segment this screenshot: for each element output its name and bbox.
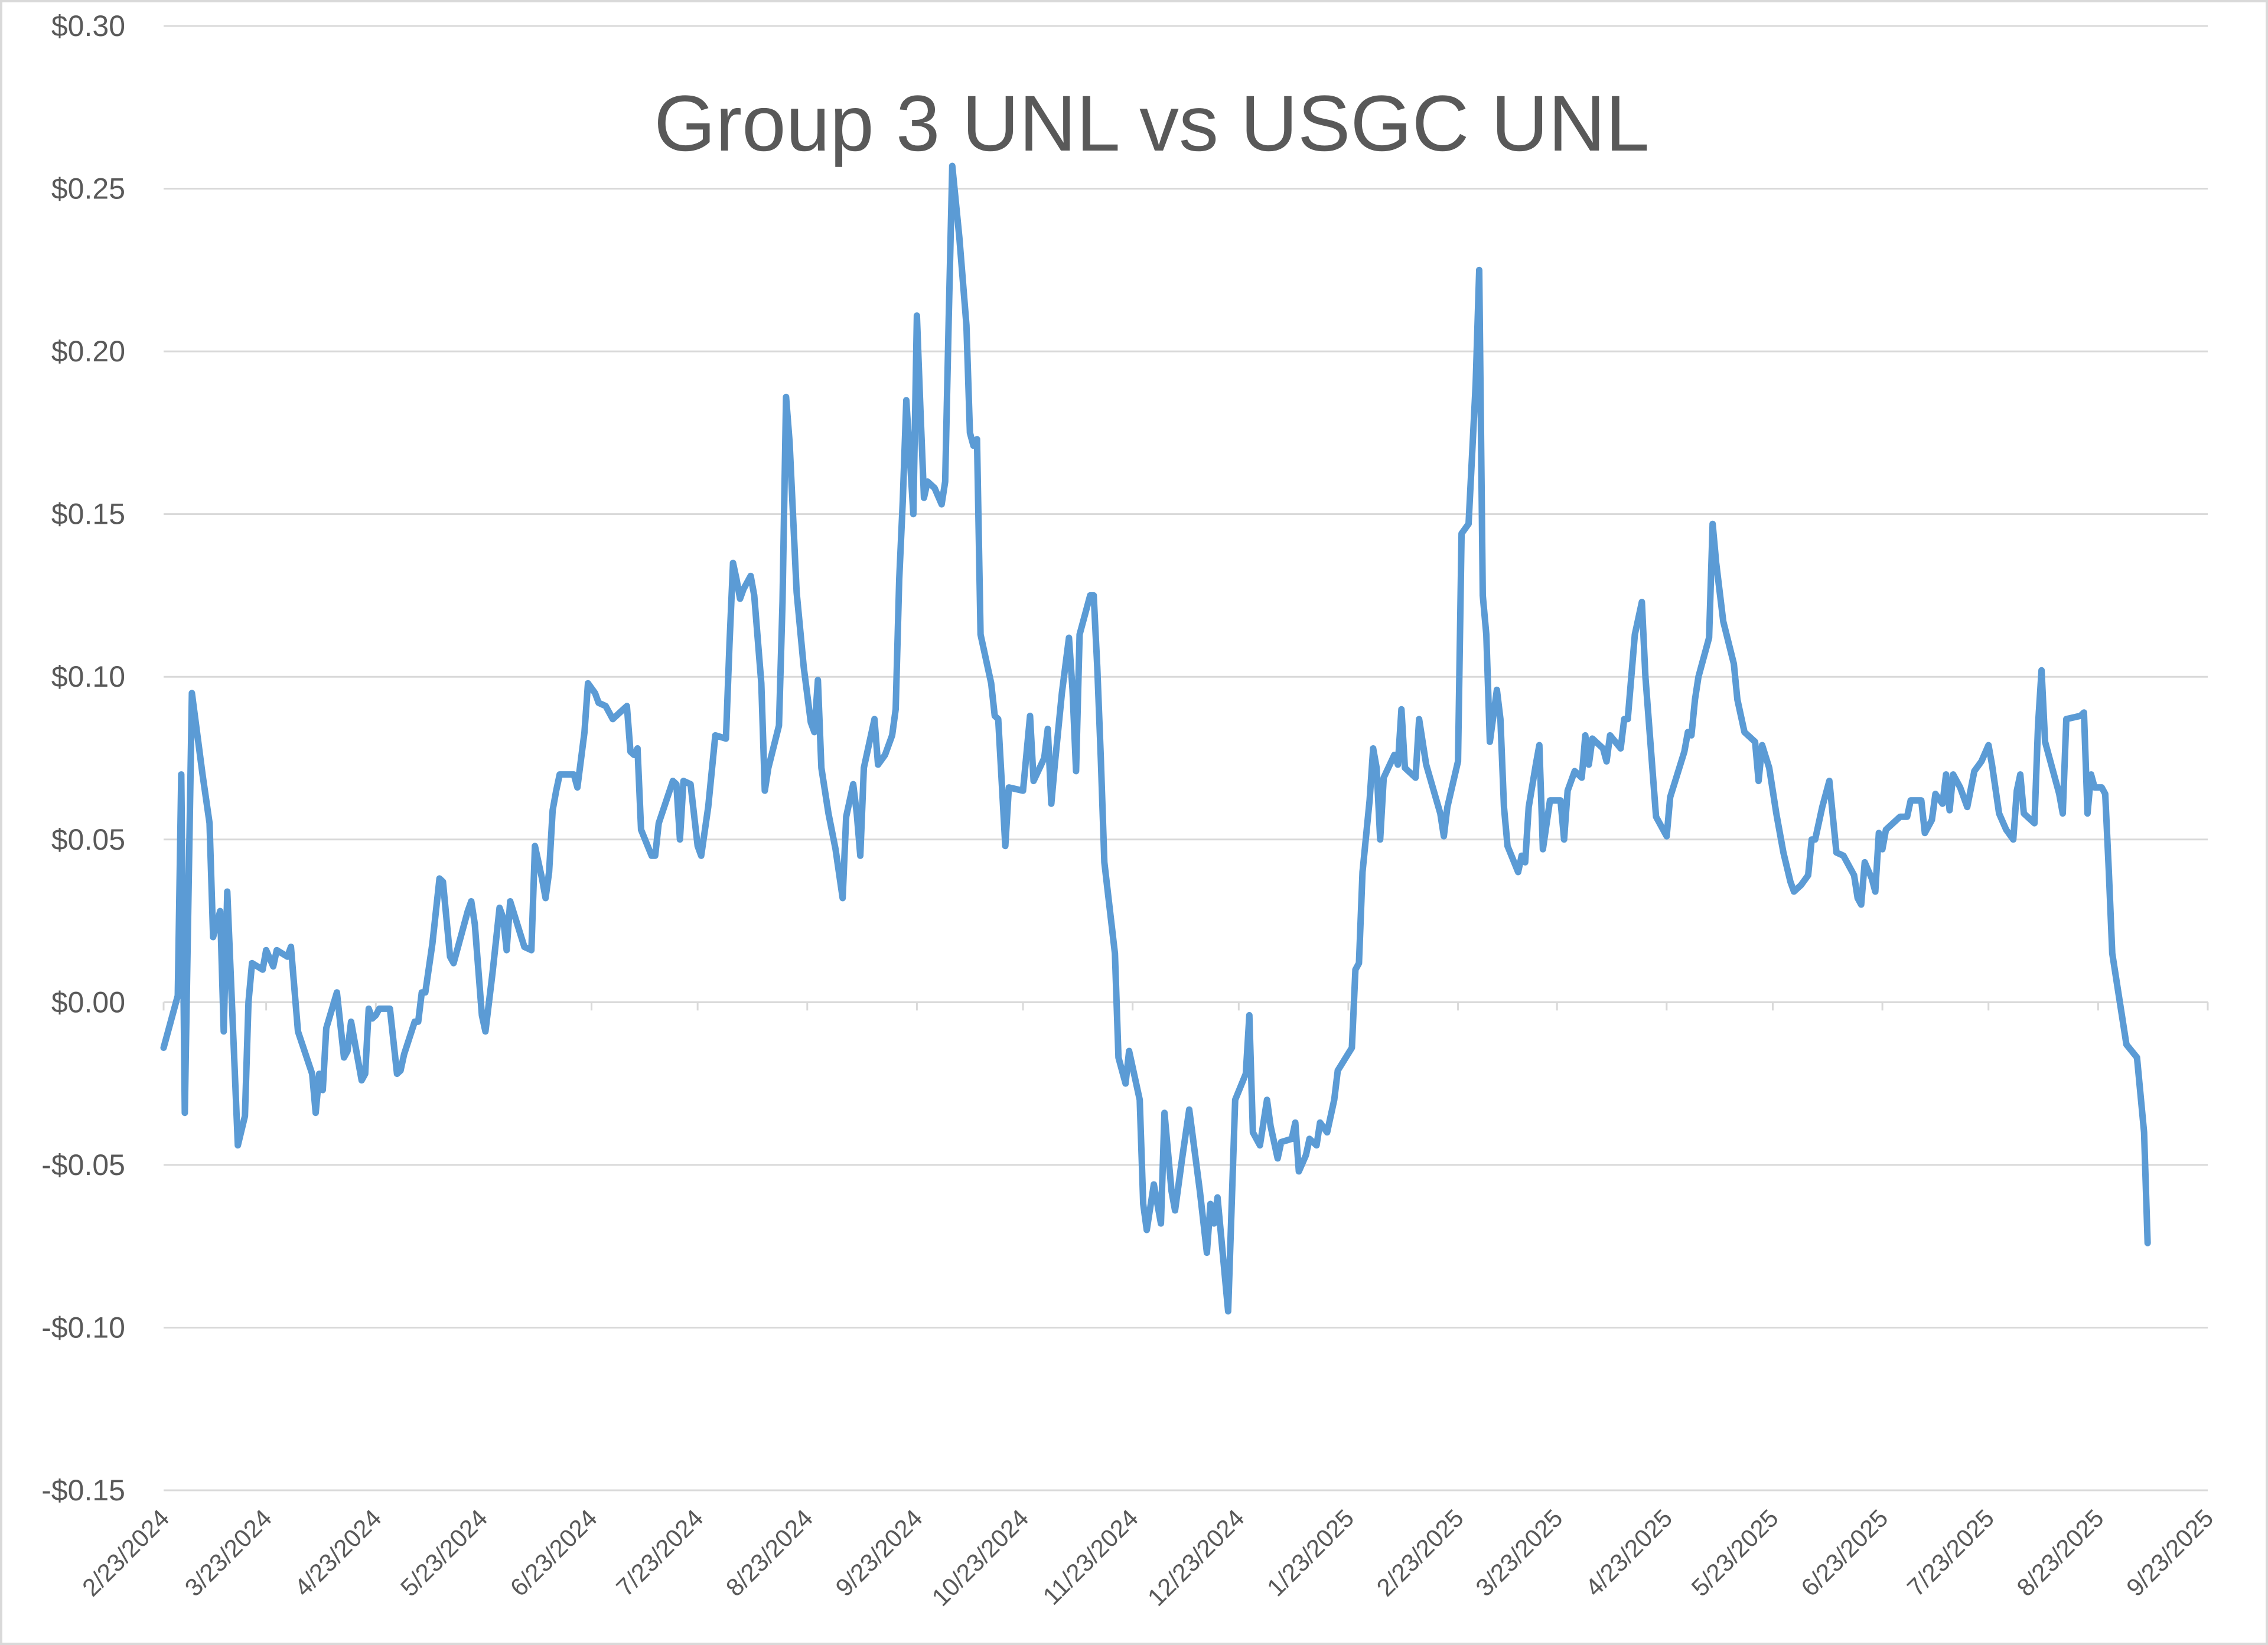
x-tick-label: 1/23/2025 — [1262, 1504, 1359, 1601]
y-tick-label: -$0.15 — [41, 1474, 125, 1507]
x-tick-label: 10/23/2024 — [927, 1504, 1034, 1611]
x-tick-label: 7/23/2024 — [611, 1504, 708, 1601]
x-tick-label: 12/23/2024 — [1142, 1504, 1250, 1611]
x-tick-label: 2/23/2024 — [77, 1504, 174, 1601]
x-tick-label: 8/23/2025 — [2011, 1504, 2109, 1601]
axes — [162, 1001, 2209, 1011]
x-tick-label: 4/23/2024 — [289, 1504, 386, 1601]
x-tick-label: 5/23/2025 — [1686, 1504, 1783, 1601]
x-tick-label: 7/23/2025 — [1902, 1504, 1999, 1601]
x-tick-label: 6/23/2024 — [505, 1504, 602, 1601]
gridlines — [164, 25, 2208, 1491]
x-tick-label: 2/23/2025 — [1371, 1504, 1469, 1601]
x-tick-label: 9/23/2024 — [830, 1504, 927, 1601]
x-tick-label: 5/23/2024 — [395, 1504, 493, 1601]
x-tick-label: 3/23/2025 — [1470, 1504, 1568, 1601]
x-tick-label: 8/23/2024 — [721, 1504, 818, 1601]
y-tick-label: $0.25 — [51, 172, 125, 205]
y-axis-tick-labels: $0.30 $0.25 $0.20 $0.15 $0.10 $0.05 $0.00 -$0.0… — [41, 9, 125, 1507]
x-tick-label: 9/23/2025 — [2121, 1504, 2218, 1601]
y-tick-label: -$0.10 — [41, 1311, 125, 1344]
chart-title: Group 3 UNL vs USGC UNL — [654, 80, 1649, 168]
y-tick-label: $0.00 — [51, 985, 125, 1019]
y-tick-label: $0.05 — [51, 823, 125, 856]
x-axis-tick-labels: 2/23/2024 3/23/2024 4/23/2024 5/23/2024 6/23… — [77, 1504, 2218, 1611]
x-tick-label: 6/23/2025 — [1795, 1504, 1893, 1601]
y-tick-label: $0.30 — [51, 9, 125, 43]
series-layer — [160, 162, 2151, 1315]
x-tick-label: 11/23/2024 — [1037, 1504, 1143, 1610]
series-line — [160, 162, 2151, 1315]
y-tick-label: $0.15 — [51, 498, 125, 531]
y-tick-label: $0.10 — [51, 660, 125, 693]
y-tick-label: -$0.05 — [41, 1148, 125, 1181]
y-tick-label: $0.20 — [51, 335, 125, 368]
x-tick-label: 4/23/2025 — [1580, 1504, 1677, 1601]
x-tick-label: 3/23/2024 — [180, 1504, 277, 1601]
